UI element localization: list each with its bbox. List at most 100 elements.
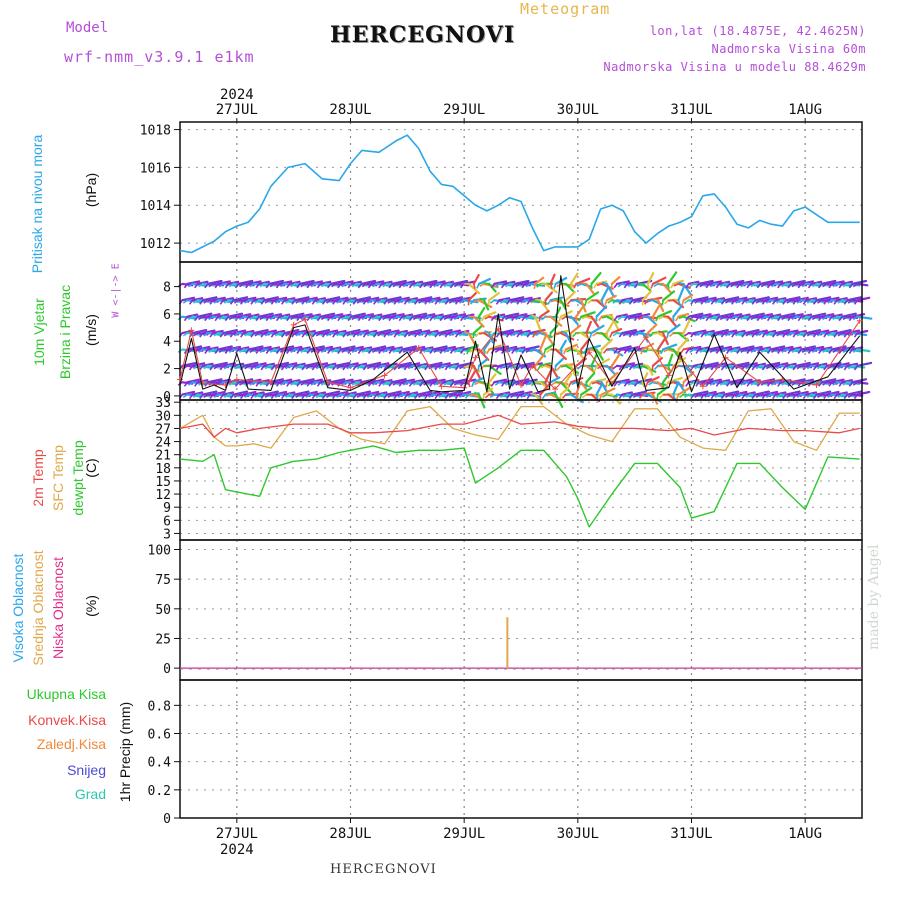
wind-barb-head (182, 393, 188, 399)
wind-barb-head (213, 332, 219, 337)
wind-barb-arrow (651, 393, 659, 405)
wind-gust-series-line (179, 318, 861, 390)
wind-barb-head (719, 283, 725, 288)
wind-barb-head (710, 299, 715, 305)
wind-barb-head (540, 365, 546, 369)
wind-barb-head (301, 299, 306, 305)
wind-speed-series-line (179, 275, 861, 393)
wind-barb-head (777, 381, 782, 387)
wind-barb-head (301, 394, 306, 400)
wind-barb-head (438, 365, 444, 370)
wind-barb-head (533, 283, 536, 289)
wind-barb-head (643, 348, 649, 353)
wind-barb-arrow (764, 361, 781, 367)
wind-barb-head (249, 283, 255, 288)
wind-barb-head (500, 381, 506, 387)
wind-barb-head (761, 299, 767, 305)
wind-barb-head (249, 315, 255, 321)
wind-barb-head (433, 348, 439, 353)
wind-barb-head (194, 316, 199, 322)
wind-barb-head (685, 316, 690, 322)
wind-barb-head (521, 316, 526, 322)
wind-barb-arrow (641, 391, 656, 396)
y-tick-label: 33 (155, 396, 171, 411)
wind-barb-arrow (835, 381, 853, 386)
wind-barb-head (662, 382, 665, 388)
wind-barb-head (838, 316, 843, 322)
wind-barb-head (520, 299, 526, 304)
wind-barb-head (806, 299, 812, 304)
wind-barb-arrow (406, 329, 423, 335)
wind-barb-head (240, 299, 245, 305)
wind-barb-arrow (436, 381, 453, 386)
wind-barb-head (281, 365, 286, 371)
wind-barb-arrow (723, 329, 738, 335)
wind-barb-arrow (575, 305, 585, 318)
wind-barb-head (434, 299, 439, 305)
wind-barb-head (388, 283, 393, 289)
wind-barb-arrow (569, 272, 579, 285)
wind-barb-head (838, 381, 843, 387)
wind-barb-head (761, 332, 767, 338)
wind-barb-arrow (309, 280, 323, 285)
wind-barb-head (193, 393, 199, 399)
wind-barb-arrow (841, 345, 855, 351)
panel-frame-pressure (179, 121, 863, 263)
wind-barb-head (290, 315, 296, 321)
wind-barb-head (494, 381, 500, 386)
wind-barb-head (648, 332, 654, 338)
wind-barb-arrow (344, 282, 361, 287)
wind-barb-head (690, 299, 695, 305)
wind-barb-head (321, 332, 327, 338)
wind-barb-arrow (206, 279, 223, 285)
y-tick-label: 75 (155, 573, 171, 588)
wind-barb-head (833, 394, 838, 400)
wind-barb-head (466, 349, 470, 355)
wind-barb-head (817, 365, 823, 370)
wind-barb-arrow (784, 390, 801, 396)
y-tick-label: 0.4 (148, 756, 172, 771)
wind-barb-head (581, 282, 587, 285)
wind-barb-head (525, 381, 531, 386)
wind-barb-arrow (355, 390, 371, 396)
wind-barb-arrow (288, 345, 303, 351)
wind-barb-head (481, 316, 485, 322)
wind-barb-head (853, 394, 859, 400)
wind-barb-arrow (447, 329, 462, 335)
wind-barb-head (576, 332, 582, 335)
wind-barb-head (670, 283, 675, 289)
wind-barb-head (583, 349, 588, 355)
wind-barb-arrow (298, 279, 315, 285)
wind-barb-head (482, 394, 485, 400)
wind-barb-head (637, 330, 643, 334)
wind-barb-head (499, 299, 505, 304)
wind-barb-head (357, 316, 362, 322)
dewpoint-series-line (179, 445, 860, 528)
wind-barb-head (244, 365, 250, 370)
wind-barb-head (658, 365, 664, 368)
wind-barb-arrow (467, 292, 477, 302)
wind-barb-head (516, 332, 521, 338)
wind-barb-arrow (201, 329, 216, 335)
wind-barb-head (628, 394, 634, 400)
wind-barb-arrow (708, 378, 723, 384)
wind-barb-head (797, 316, 802, 322)
wind-barb-head (532, 332, 536, 338)
wind-barb-arrow (580, 299, 587, 313)
wind-barb-head (606, 393, 613, 396)
wind-barb-arrow (846, 390, 863, 396)
wind-barb-head (690, 332, 695, 338)
wind-barb-arrow (380, 312, 397, 318)
wind-barb-head (332, 365, 337, 371)
wind-barb-head (546, 348, 552, 354)
wind-barb-arrow (856, 361, 873, 367)
wind-barb-head (477, 365, 480, 371)
wind-barb-head (751, 332, 756, 338)
wind-barb-head (300, 348, 306, 353)
wind-barb-head (560, 330, 567, 334)
wind-barb-head (726, 283, 731, 289)
wind-barb-head (229, 394, 235, 400)
wind-barb-head (280, 381, 286, 386)
wind-barb-head (398, 316, 403, 322)
